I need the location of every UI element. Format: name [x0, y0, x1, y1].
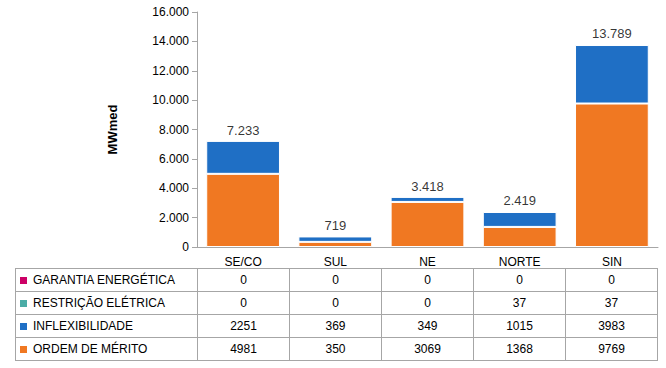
html-text:1368: 1368	[506, 342, 533, 356]
svg-text:12.000: 12.000	[152, 64, 189, 78]
html-text:4981: 4981	[230, 342, 257, 356]
svg-text:SE/CO: SE/CO	[224, 255, 261, 269]
html-text:9769: 9769	[598, 342, 625, 356]
html-text:349: 349	[417, 319, 438, 333]
html-text:0: 0	[332, 296, 339, 310]
svg-text:6.000: 6.000	[159, 152, 189, 166]
html-text:0: 0	[608, 273, 615, 287]
svg-text:8.000: 8.000	[159, 123, 189, 137]
html-text:0: 0	[424, 296, 431, 310]
html-text:0: 0	[240, 273, 247, 287]
html-text:2251: 2251	[230, 319, 257, 333]
html-text:3983: 3983	[598, 319, 625, 333]
svg-text:14.000: 14.000	[152, 34, 189, 48]
html-text:0: 0	[424, 273, 431, 287]
html-text:350: 350	[325, 342, 346, 356]
svg-text:SUL: SUL	[324, 255, 348, 269]
svg-text:0: 0	[182, 240, 189, 254]
html-text:GARANTIA ENERGÉTICA: GARANTIA ENERGÉTICA	[33, 273, 175, 287]
svg-text:16.000: 16.000	[152, 5, 189, 19]
svg-text:719: 719	[324, 218, 346, 233]
svg-text:10.000: 10.000	[152, 93, 189, 107]
svg-text:SIN: SIN	[602, 255, 622, 269]
html-text:3069: 3069	[414, 342, 441, 356]
svg-text:4.000: 4.000	[159, 181, 189, 195]
svg-text:MWmed: MWmed	[105, 105, 120, 155]
svg-text:3.418: 3.418	[411, 179, 444, 194]
svg-text:7.233: 7.233	[227, 123, 260, 138]
html-text:369: 369	[325, 319, 346, 333]
html-text:37: 37	[512, 296, 527, 310]
html-text:RESTRIÇÃO ELÉTRICA: RESTRIÇÃO ELÉTRICA	[33, 296, 165, 310]
svg-text:13.789: 13.789	[592, 26, 632, 41]
svg-text:2.419: 2.419	[503, 193, 536, 208]
html-text:1015: 1015	[506, 319, 533, 333]
html-text:INFLEXIBILIDADE: INFLEXIBILIDADE	[33, 319, 133, 333]
svg-text:2.000: 2.000	[159, 211, 189, 225]
html-text:0: 0	[240, 296, 247, 310]
svg-text:NORTE: NORTE	[499, 255, 541, 269]
html-text:ORDEM DE MÉRITO: ORDEM DE MÉRITO	[33, 342, 148, 356]
html-text:0: 0	[332, 273, 339, 287]
html-text:0: 0	[516, 273, 523, 287]
html-text:37: 37	[604, 296, 619, 310]
svg-text:NE: NE	[419, 255, 436, 269]
